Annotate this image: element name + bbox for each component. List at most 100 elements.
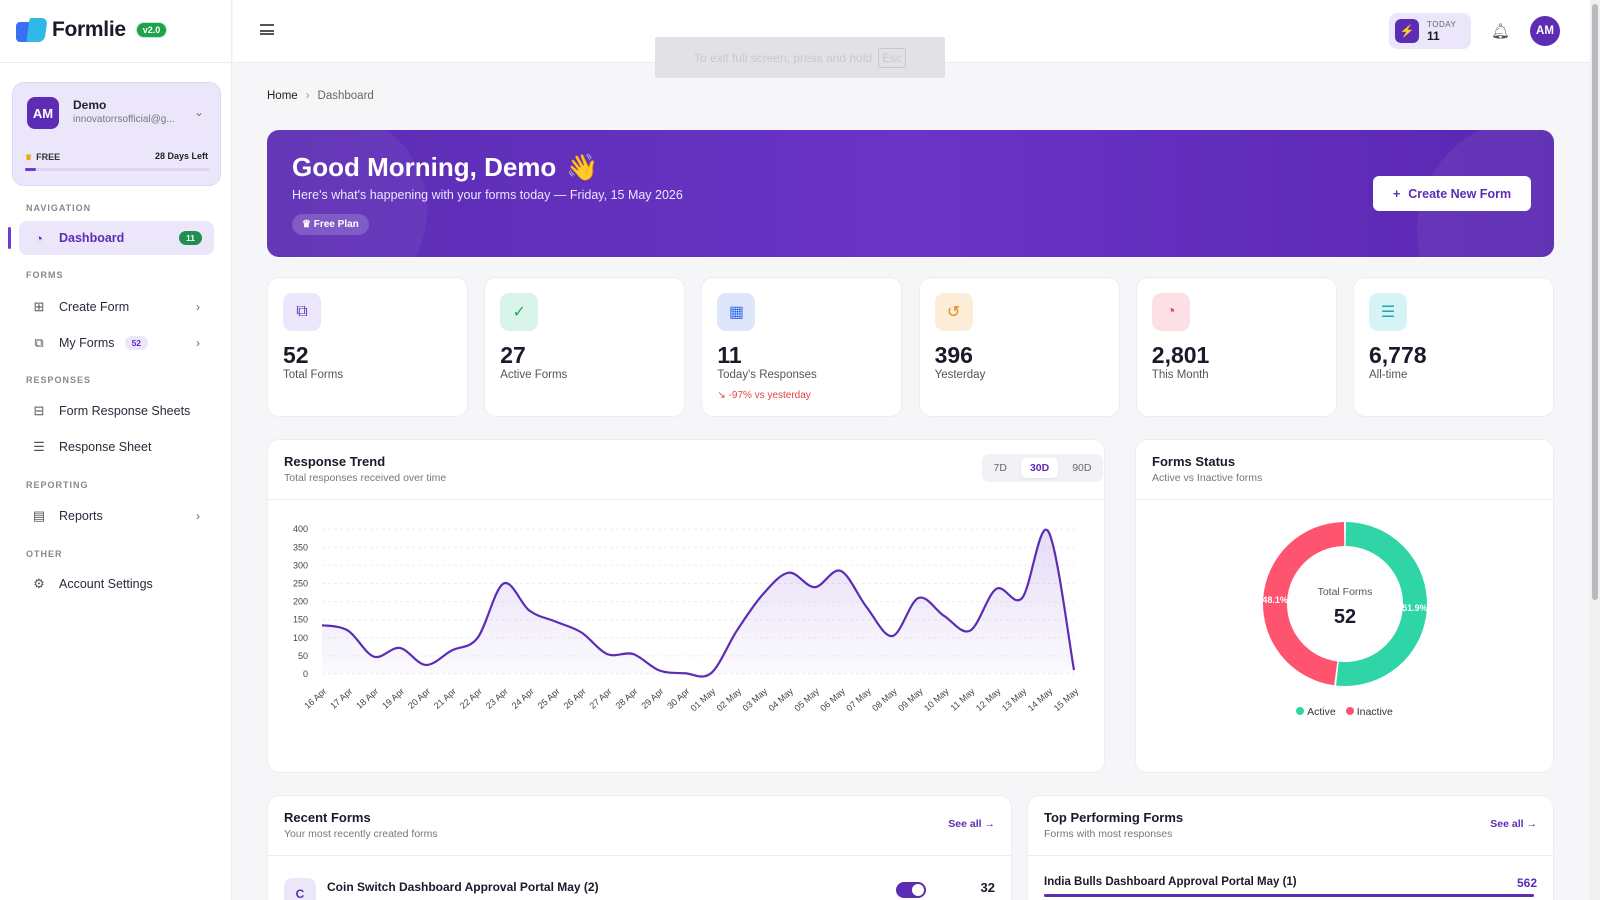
scrollbar[interactable] — [1590, 0, 1600, 900]
sidebar-item-label: Reports — [59, 509, 103, 523]
sidebar-item-label: Form Response Sheets — [59, 404, 191, 418]
scrollbar-thumb[interactable] — [1592, 4, 1598, 600]
today-value: 11 — [1427, 28, 1440, 43]
range-selector: 7D 30D 90D — [982, 454, 1103, 482]
user-card[interactable]: AM Demo innovatorrsofficial@g... ⌄ ♛ FREE… — [12, 82, 221, 186]
stat-value: 2,801 — [1151, 342, 1210, 368]
breadcrumb: Home › Dashboard — [267, 90, 374, 102]
x-tick-label: 18 Apr — [354, 686, 380, 711]
card-title: Top Performing Forms — [1044, 810, 1184, 825]
app-name: Formlie — [52, 18, 126, 41]
y-tick-label: 200 — [293, 597, 308, 607]
see-all-link[interactable]: See all → — [948, 818, 995, 830]
donut-percent-label: 51.9% — [1402, 603, 1428, 613]
stat-label: Today's Responses — [717, 369, 817, 381]
x-tick-label: 12 May — [974, 686, 1003, 714]
sidebar-item-my-forms[interactable]: ⧉ My Forms 52 › — [19, 326, 214, 360]
form-active-toggle[interactable] — [896, 882, 926, 898]
stat-card[interactable]: ⧉ 52 Total Forms — [267, 277, 468, 417]
profile-avatar[interactable]: AM — [1530, 16, 1560, 46]
stat-value: 27 — [500, 342, 526, 368]
database-icon: ☰ — [33, 439, 45, 454]
stat-card[interactable]: ☰ 6,778 All-time — [1353, 277, 1554, 417]
sidebar-item-dashboard[interactable]: ◔ Dashboard 11 — [19, 221, 214, 255]
stat-card[interactable]: ↺ 396 Yesterday — [918, 277, 1120, 417]
stat-value: 11 — [717, 342, 742, 368]
create-new-form-button[interactable]: + Create New Form — [1373, 176, 1531, 211]
archive-icon: ⊟ — [33, 403, 45, 418]
x-tick-label: 02 May — [715, 686, 744, 714]
legend-dot — [1345, 707, 1354, 715]
y-tick-label: 300 — [293, 560, 308, 570]
card-subtitle: Your most recently created forms — [284, 828, 438, 840]
form-avatar: C — [284, 878, 316, 900]
menu-icon[interactable] — [260, 24, 274, 35]
activity-icon: ⚡ — [1395, 19, 1419, 43]
y-tick-label: 100 — [293, 633, 308, 643]
history-icon: ↺ — [934, 293, 973, 331]
sidebar-item-reports[interactable]: ▤ Reports › — [19, 499, 214, 533]
active-indicator — [8, 227, 11, 249]
x-tick-label: 26 Apr — [562, 686, 588, 711]
bell-icon[interactable]: 🔔︎ — [1491, 23, 1511, 40]
sidebar-item-label: Account Settings — [59, 577, 153, 591]
sidebar-item-label: Response Sheet — [59, 440, 152, 454]
nav-section-navigation: NAVIGATION — [26, 203, 92, 213]
calendar-icon: ▦ — [717, 293, 756, 331]
card-title: Forms Status — [1152, 454, 1236, 469]
card-subtitle: Forms with most responses — [1044, 828, 1173, 840]
fullscreen-message: To exit full screen, press and hold — [693, 50, 873, 65]
x-tick-label: 23 Apr — [484, 686, 510, 711]
top-performing-card: Top Performing Forms Forms with most res… — [1027, 795, 1554, 900]
sidebar-item-response-sheet[interactable]: ☰ Response Sheet — [19, 430, 214, 464]
x-tick-label: 10 May — [922, 686, 951, 714]
sidebar-item-form-response-sheets[interactable]: ⊟ Form Response Sheets — [19, 394, 214, 428]
legend-inactive[interactable]: Inactive — [1345, 706, 1393, 718]
decor-circle — [267, 130, 427, 257]
stat-label: Total Forms — [283, 369, 344, 381]
stat-card[interactable]: ◔ 2,801 This Month — [1135, 277, 1337, 417]
stat-label: This Month — [1151, 369, 1209, 381]
sidebar-item-account-settings[interactable]: ⚙ Account Settings — [19, 567, 214, 601]
days-left: 28 Days Left — [154, 151, 208, 161]
divider — [268, 499, 1104, 500]
x-tick-label: 16 Apr — [302, 686, 328, 711]
fullscreen-toast: To exit full screen, press and hold Esc — [655, 37, 945, 78]
today-counter[interactable]: ⚡ TODAY 11 — [1389, 13, 1471, 49]
top-form-title[interactable]: India Bulls Dashboard Approval Portal Ma… — [1044, 876, 1297, 888]
sidebar-item-create-form[interactable]: ⊞ Create Form › — [19, 290, 214, 324]
plan-label: ♛ FREE — [25, 152, 61, 162]
range-90d[interactable]: 90D — [1072, 462, 1092, 474]
check-circle-icon: ✓ — [500, 293, 539, 331]
breadcrumb-home[interactable]: Home — [267, 90, 298, 102]
see-all-link[interactable]: See all → — [1490, 818, 1537, 830]
form-title[interactable]: Coin Switch Dashboard Approval Portal Ma… — [327, 880, 599, 894]
stat-card[interactable]: ✓ 27 Active Forms — [484, 277, 686, 417]
form-response-count: 32 — [980, 880, 995, 895]
app-logo[interactable]: Formlie v2.0 — [16, 18, 168, 42]
range-30d[interactable]: 30D — [1020, 458, 1059, 478]
x-tick-label: 04 May — [766, 686, 795, 714]
chevron-down-icon[interactable]: ⌄ — [193, 105, 204, 119]
stat-card[interactable]: ▦ 11 Today's Responses ↘ -97% vs yesterday — [701, 277, 903, 417]
trial-progress-fill — [25, 168, 37, 171]
sidebar: Formlie v2.0 AM Demo innovatorrsofficial… — [0, 0, 232, 900]
crown-icon: ♛ — [25, 152, 33, 162]
x-tick-label: 25 Apr — [536, 686, 562, 711]
x-tick-label: 05 May — [792, 686, 821, 714]
wave-emoji: 👋 — [566, 152, 599, 182]
user-email: innovatorrsofficial@g... — [73, 114, 175, 125]
card-title: Response Trend — [284, 454, 386, 469]
x-tick-label: 15 May — [1052, 686, 1081, 714]
x-tick-label: 22 Apr — [458, 686, 484, 711]
y-tick-label: 0 — [303, 669, 308, 679]
divider — [0, 62, 232, 63]
legend-active[interactable]: Active — [1296, 706, 1336, 718]
user-avatar: AM — [27, 97, 59, 129]
forms-icon: ⧉ — [283, 293, 321, 331]
x-tick-label: 14 May — [1026, 686, 1055, 714]
gear-icon: ⚙ — [33, 576, 45, 591]
x-tick-label: 27 Apr — [588, 686, 614, 711]
range-7d[interactable]: 7D — [993, 462, 1007, 474]
legend-dot — [1296, 707, 1305, 715]
